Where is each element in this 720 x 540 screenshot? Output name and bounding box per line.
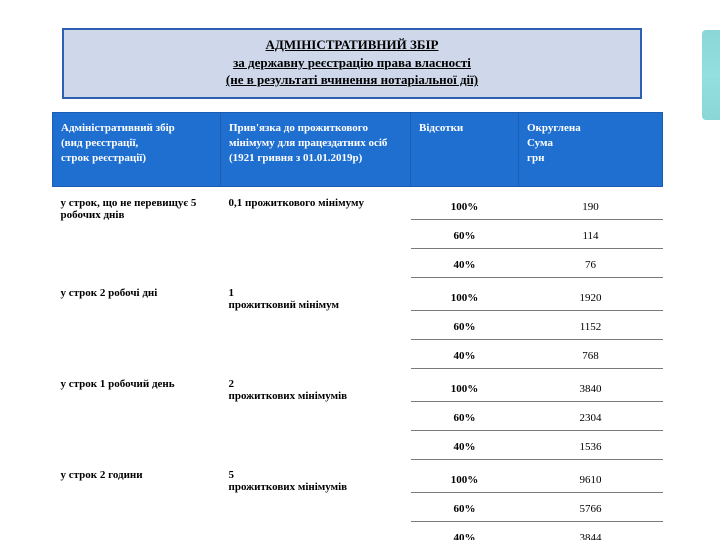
table-body: у строк, що не перевищує 5 робочих днів …: [53, 186, 663, 540]
col-header-pct: Відсотки: [411, 113, 519, 187]
basis-cell: 1прожитковий мінімум: [221, 277, 411, 368]
pct-cell: 100%: [411, 186, 519, 219]
table-row: у строк 2 години 5прожиткових мінімумів …: [53, 459, 663, 492]
table-row: у строк 1 робочий день 2прожиткових міні…: [53, 368, 663, 401]
sum-cell: 76: [519, 248, 663, 277]
sum-cell: 1920: [519, 277, 663, 310]
sum-cell: 1152: [519, 310, 663, 339]
sum-cell: 190: [519, 186, 663, 219]
sum-cell: 114: [519, 219, 663, 248]
sum-cell: 9610: [519, 459, 663, 492]
pct-cell: 60%: [411, 401, 519, 430]
term-cell: у строк 2 години: [53, 459, 221, 540]
sum-cell: 2304: [519, 401, 663, 430]
term-cell: у строк 1 робочий день: [53, 368, 221, 459]
sum-cell: 3844: [519, 521, 663, 540]
fee-table-wrap: Адміністративний збір(вид реєстрації,стр…: [52, 112, 662, 540]
pct-cell: 100%: [411, 459, 519, 492]
basis-cell: 5прожиткових мінімумів: [221, 459, 411, 540]
pct-cell: 60%: [411, 219, 519, 248]
title-line-3: (не в результаті вчинення нотаріальної д…: [74, 71, 630, 89]
col-header-term: Адміністративний збір(вид реєстрації,стр…: [53, 113, 221, 187]
pct-cell: 100%: [411, 277, 519, 310]
term-cell: у строк, що не перевищує 5 робочих днів: [53, 186, 221, 277]
pct-cell: 100%: [411, 368, 519, 401]
table-header-row: Адміністративний збір(вид реєстрації,стр…: [53, 113, 663, 187]
sum-cell: 5766: [519, 492, 663, 521]
sum-cell: 768: [519, 339, 663, 368]
basis-cell: 2прожиткових мінімумів: [221, 368, 411, 459]
sum-cell: 3840: [519, 368, 663, 401]
pct-cell: 40%: [411, 339, 519, 368]
col-header-sum: ОкругленаСумагрн: [519, 113, 663, 187]
pct-cell: 40%: [411, 430, 519, 459]
table-row: у строк, що не перевищує 5 робочих днів …: [53, 186, 663, 219]
pct-cell: 60%: [411, 310, 519, 339]
table-row: у строк 2 робочі дні 1прожитковий мініму…: [53, 277, 663, 310]
title-line-1: АДМІНІСТРАТИВНИЙ ЗБІР: [74, 36, 630, 54]
pct-cell: 40%: [411, 521, 519, 540]
title-box: АДМІНІСТРАТИВНИЙ ЗБІР за державну реєстр…: [62, 28, 642, 99]
term-cell: у строк 2 робочі дні: [53, 277, 221, 368]
basis-cell: 0,1 прожиткового мінімуму: [221, 186, 411, 277]
pct-cell: 40%: [411, 248, 519, 277]
fee-table: Адміністративний збір(вид реєстрації,стр…: [52, 112, 663, 540]
edge-accent: [702, 30, 720, 120]
col-header-basis: Прив'язка до прожиткового мінімуму для п…: [221, 113, 411, 187]
title-line-2: за державну реєстрацію права власності: [74, 54, 630, 72]
pct-cell: 60%: [411, 492, 519, 521]
sum-cell: 1536: [519, 430, 663, 459]
